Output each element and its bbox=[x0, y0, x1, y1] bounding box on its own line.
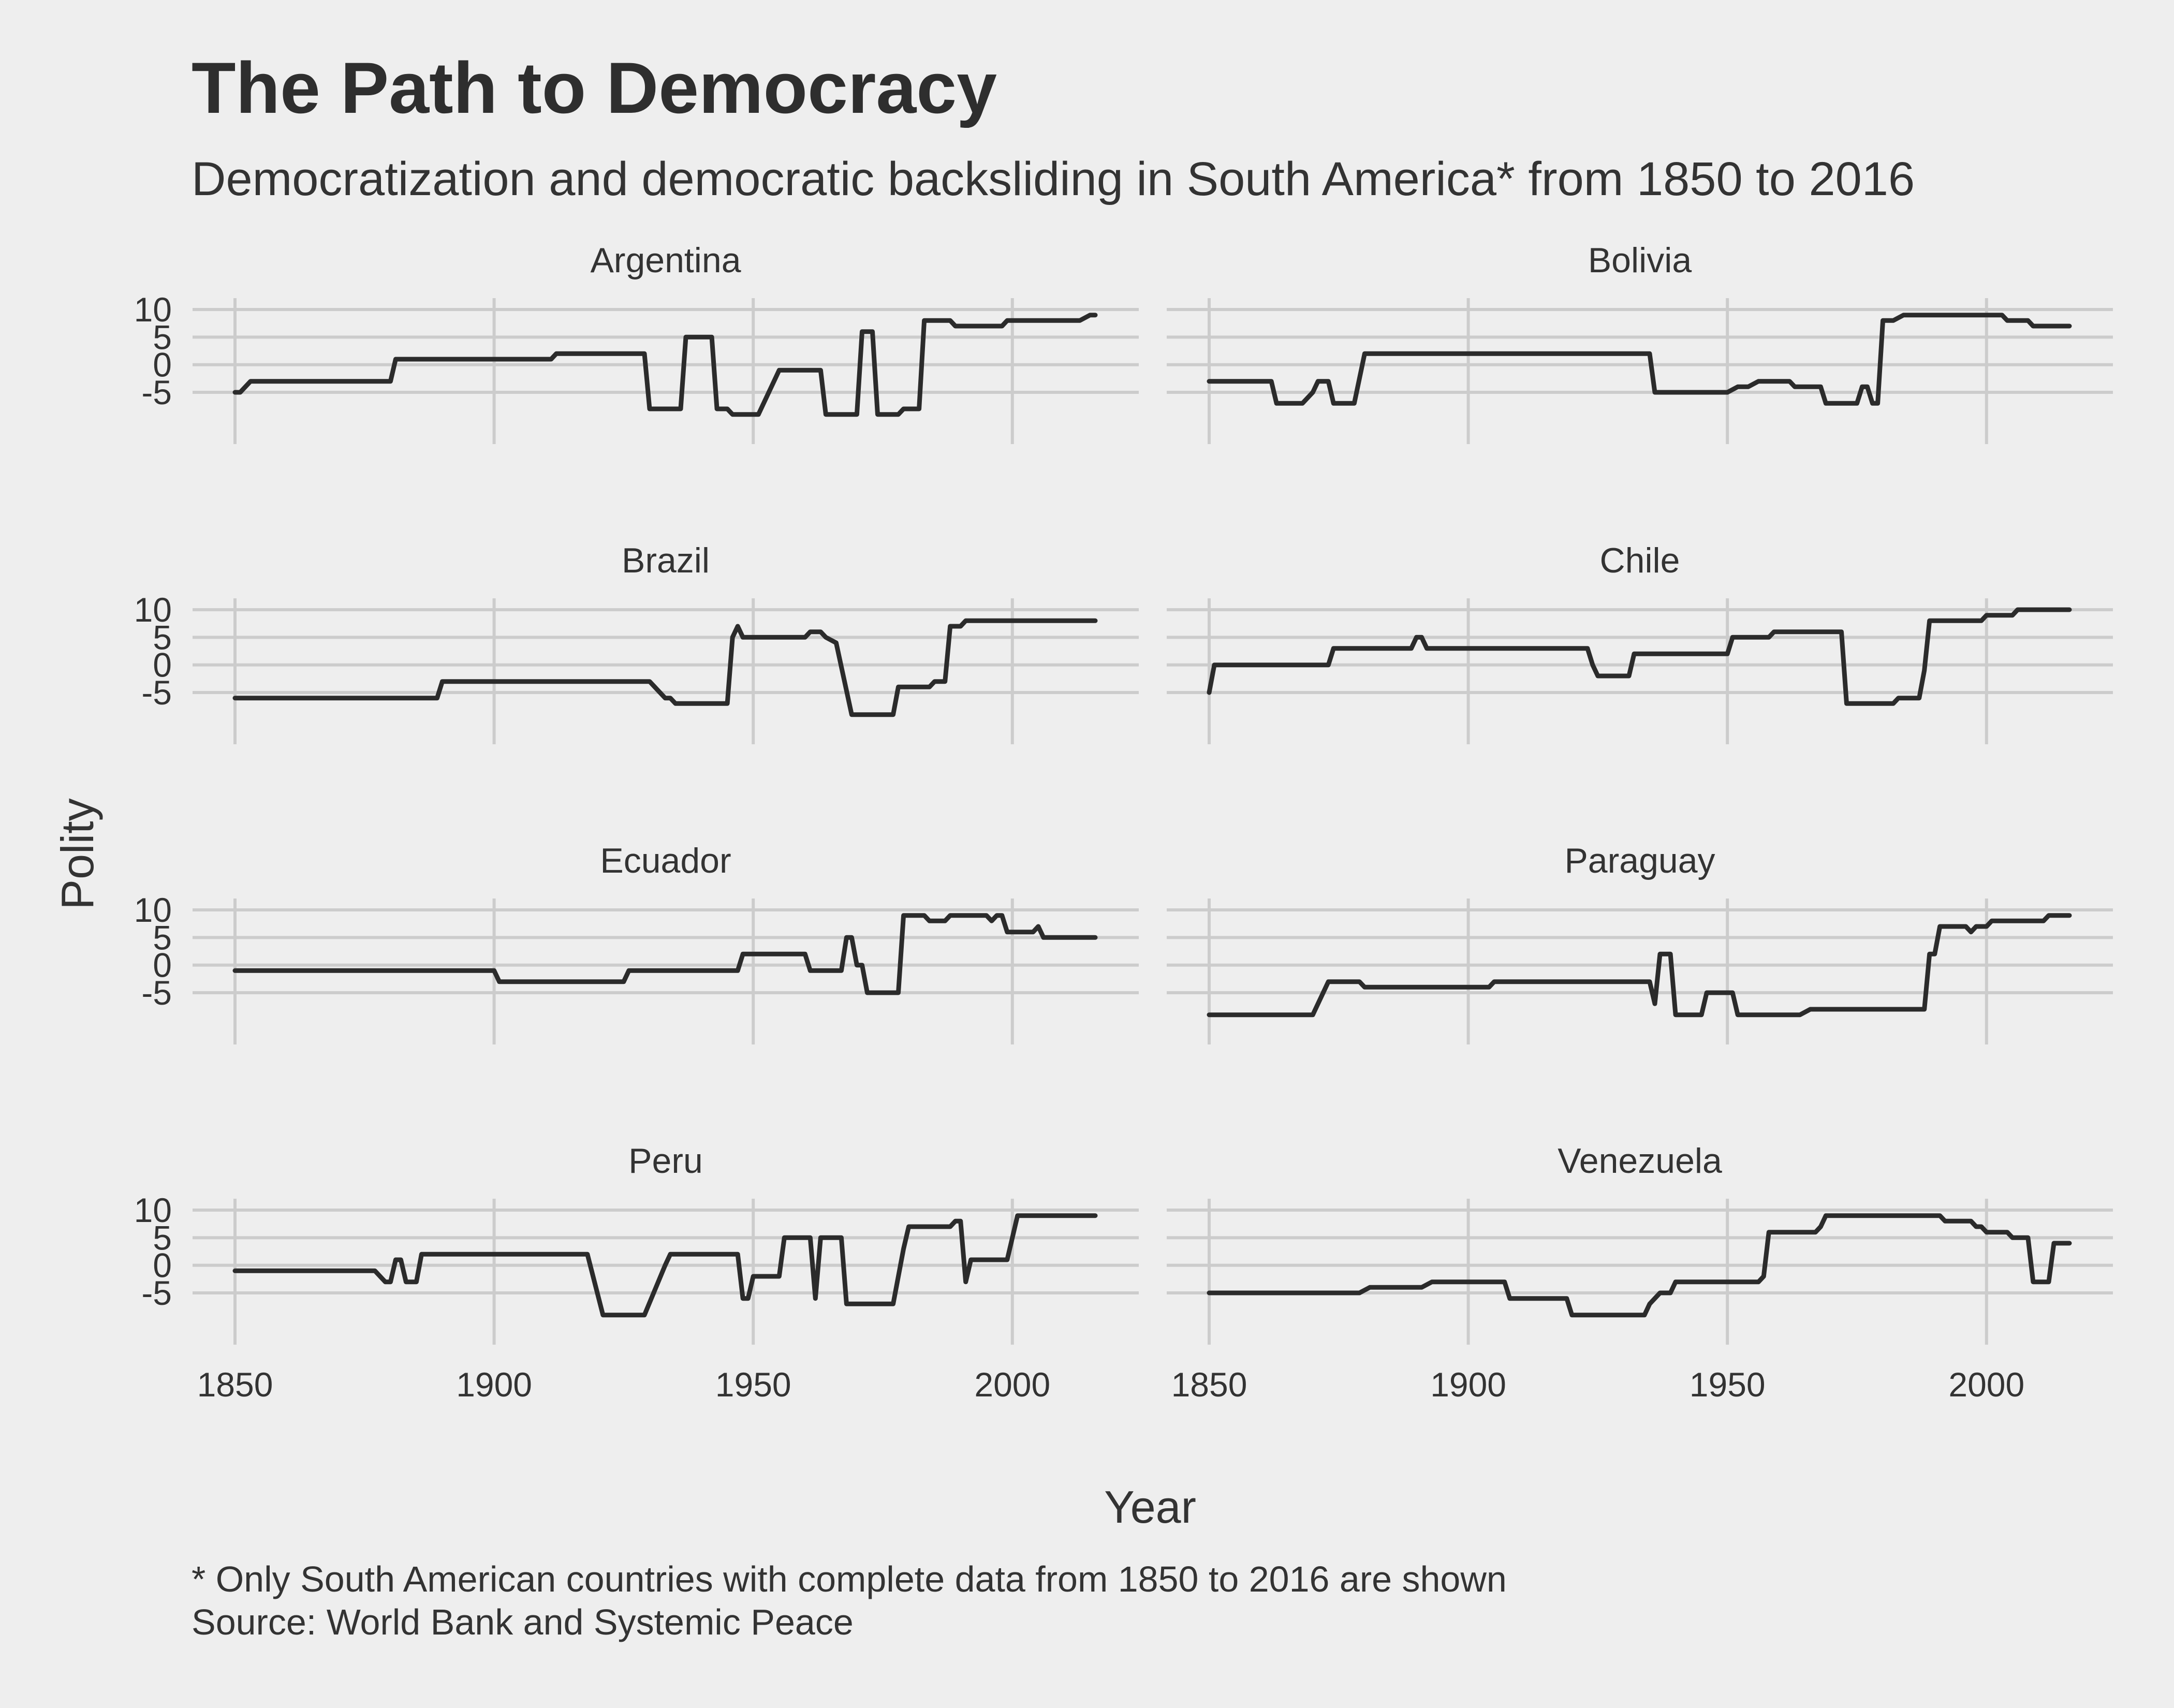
x-tick-label: 2000 bbox=[974, 1365, 1050, 1404]
facet-panels: Argentina1050-5BoliviaBrazil1050-5ChileE… bbox=[134, 241, 2113, 1404]
panel-chile: Chile bbox=[1167, 541, 2113, 744]
y-tick-label: 5 bbox=[153, 618, 172, 656]
panel-venezuela: Venezuela 1850 1900 1950 2000 bbox=[1167, 1141, 2113, 1404]
y-tick-label: 10 bbox=[134, 290, 172, 329]
strip-label-peru: Peru bbox=[628, 1141, 703, 1181]
y-tick-label: 0 bbox=[153, 946, 172, 984]
series-line-brazil bbox=[232, 618, 1098, 717]
y-axis-title: Polity bbox=[52, 798, 103, 909]
strip-label-chile: Chile bbox=[1600, 541, 1680, 580]
series-line-venezuela bbox=[1207, 1213, 2072, 1318]
y-tick-label: -5 bbox=[141, 1274, 172, 1312]
series-line-bolivia bbox=[1207, 313, 2072, 406]
strip-label-venezuela: Venezuela bbox=[1558, 1141, 1722, 1181]
x-tick-label: 1900 bbox=[456, 1365, 532, 1404]
strip-label-bolivia: Bolivia bbox=[1588, 241, 1692, 280]
x-tick-label: 1850 bbox=[1171, 1365, 1247, 1404]
strip-label-paraguay: Paraguay bbox=[1564, 841, 1715, 880]
y-tick-label: 5 bbox=[153, 1218, 172, 1257]
strip-label-brazil: Brazil bbox=[622, 541, 710, 580]
chart-caption: * Only South American countries with com… bbox=[192, 1558, 1507, 1643]
x-tick-label: 2000 bbox=[1948, 1365, 2024, 1404]
panel-bolivia: Bolivia bbox=[1167, 241, 2113, 444]
strip-label-argentina: Argentina bbox=[590, 241, 741, 280]
y-tick-label: -5 bbox=[141, 673, 172, 712]
series-line-argentina bbox=[232, 313, 1098, 417]
y-tick-label: 0 bbox=[153, 1246, 172, 1285]
x-tick-label: 1950 bbox=[715, 1365, 791, 1404]
caption-note: * Only South American countries with com… bbox=[192, 1559, 1507, 1599]
y-tick-label: -5 bbox=[141, 974, 172, 1012]
caption-source: Source: World Bank and Systemic Peace bbox=[192, 1601, 854, 1642]
series-line-chile bbox=[1207, 607, 2072, 706]
strip-label-ecuador: Ecuador bbox=[600, 841, 731, 880]
chart-title: The Path to Democracy bbox=[192, 47, 997, 128]
series-line-ecuador bbox=[232, 913, 1098, 995]
x-tick-label: 1850 bbox=[197, 1365, 273, 1404]
y-tick-label: 5 bbox=[153, 918, 172, 956]
chart-subtitle: Democratization and democratic backslidi… bbox=[192, 153, 1915, 205]
y-tick-label: 0 bbox=[153, 346, 172, 384]
y-tick-label: 10 bbox=[134, 1191, 172, 1229]
panel-paraguay: Paraguay bbox=[1167, 841, 2113, 1044]
y-tick-label: 5 bbox=[153, 318, 172, 356]
series-line-paraguay bbox=[1207, 913, 2072, 1018]
x-tick-label: 1900 bbox=[1430, 1365, 1506, 1404]
y-tick-label: -5 bbox=[141, 373, 172, 411]
x-tick-label: 1950 bbox=[1690, 1365, 1766, 1404]
series-line-peru bbox=[232, 1213, 1098, 1318]
y-tick-label: 10 bbox=[134, 591, 172, 629]
y-tick-label: 0 bbox=[153, 646, 172, 684]
y-tick-label: 10 bbox=[134, 891, 172, 929]
x-axis-title: Year bbox=[1104, 1481, 1196, 1533]
